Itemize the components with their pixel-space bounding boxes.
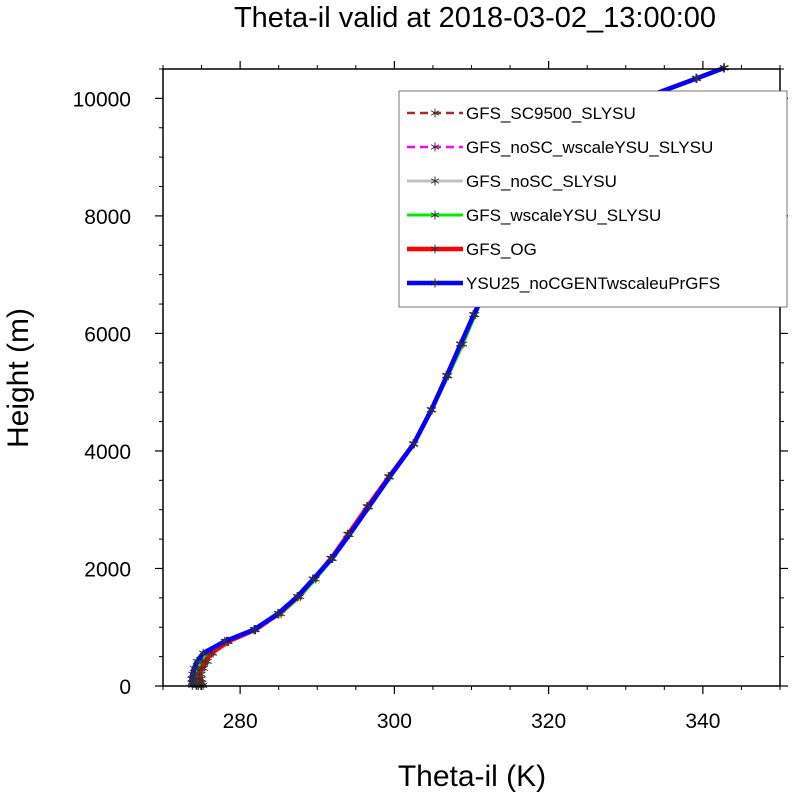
legend-marker — [430, 176, 440, 186]
data-point-marker — [197, 663, 206, 673]
legend-marker — [430, 210, 440, 220]
data-point-marker — [469, 310, 478, 320]
x-tick-label: 340 — [685, 710, 720, 733]
data-point-marker — [345, 529, 354, 539]
data-point-marker — [427, 405, 436, 415]
data-point-marker — [364, 502, 374, 512]
y-tick-label: 0 — [119, 676, 131, 699]
x-tick-label: 320 — [531, 710, 566, 733]
legend-entry: GFS_wscaleYSU_SLYSU — [407, 206, 661, 225]
y-tick-label: 10000 — [73, 88, 131, 111]
legend-entry: GFS_noSC_SLYSU — [407, 172, 617, 191]
y-axis-title: Height (m) — [2, 308, 35, 448]
axis-layer: 280 300 320 340 0 2000 4000 6000 8000 10000 — [73, 61, 788, 733]
legend-entry: YSU25_noCGENTwscaleuPrGFS — [407, 274, 720, 293]
x-tick-label: 280 — [223, 710, 258, 733]
legend-marker — [430, 142, 440, 152]
data-point-marker — [189, 663, 198, 673]
data-point-marker — [201, 656, 210, 666]
legend-marker — [430, 244, 440, 254]
legend-box — [398, 90, 788, 308]
y-tick-label: 6000 — [84, 323, 131, 346]
x-tick-label: 300 — [377, 710, 412, 733]
data-point-marker — [192, 656, 202, 666]
x-axis-title: Theta-il (K) — [398, 760, 546, 793]
data-point-marker — [456, 339, 465, 349]
data-point-marker — [293, 592, 302, 602]
legend-label: GFS_wscaleYSU_SLYSU — [466, 206, 661, 225]
legend-marker — [430, 108, 440, 118]
data-point-marker — [692, 73, 701, 83]
data-point-marker — [220, 636, 229, 646]
legend-marker — [430, 278, 440, 288]
y-tick-label: 2000 — [84, 558, 131, 581]
y-tick-label: 4000 — [84, 441, 131, 464]
legend-entry: GFS_noSC_wscaleYSU_SLYSU — [407, 138, 713, 157]
y-tick-label: 8000 — [84, 206, 131, 229]
legend-entry: GFS_OG — [407, 240, 537, 259]
chart-title: Theta-il valid at 2018-03-02_13:00:00 — [234, 2, 716, 34]
legend-label: GFS_OG — [466, 240, 537, 259]
data-point-marker — [309, 574, 318, 584]
data-point-marker — [385, 472, 394, 482]
data-point-marker — [188, 669, 197, 679]
data-point-marker — [273, 609, 283, 619]
legend-label: GFS_noSC_wscaleYSU_SLYSU — [466, 138, 713, 157]
data-point-marker — [409, 439, 418, 449]
legend: GFS_SC9500_SLYSU GFS_noSC_wscaleYSU_SLYSU… — [398, 90, 788, 308]
data-point-marker — [187, 674, 196, 684]
legend-label: GFS_noSC_SLYSU — [466, 172, 617, 191]
legend-label: YSU25_noCGENTwscaleuPrGFS — [466, 274, 720, 293]
legend-label: GFS_SC9500_SLYSU — [466, 104, 636, 123]
legend-entry: GFS_SC9500_SLYSU — [407, 104, 636, 123]
data-point-marker — [442, 371, 451, 381]
data-point-marker — [249, 625, 259, 635]
data-point-marker — [327, 553, 337, 563]
data-point-marker — [198, 648, 208, 658]
